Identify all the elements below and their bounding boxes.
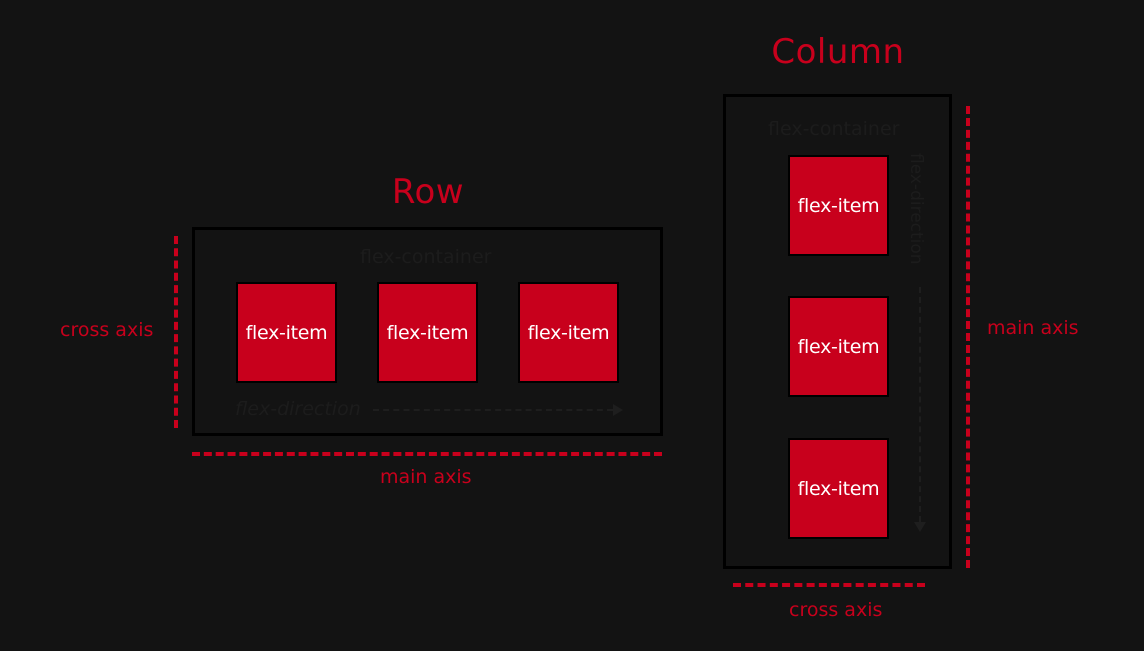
row-direction-label: flex-direction	[235, 398, 361, 420]
column-cross-axis-line	[733, 583, 925, 587]
column-flex-item-3: flex-item	[788, 438, 889, 539]
column-flex-item-1: flex-item	[788, 155, 889, 256]
column-direction-arrow	[919, 287, 921, 522]
row-flex-item-1: flex-item	[236, 282, 337, 383]
row-title: Row	[391, 172, 465, 212]
row-main-axis-label: main axis	[380, 466, 472, 488]
row-flex-item-2: flex-item	[377, 282, 478, 383]
row-cross-axis-label: cross axis	[60, 319, 154, 341]
column-flex-container: flex-container flex-item flex-item flex-…	[723, 94, 952, 569]
column-main-axis-line	[966, 106, 970, 568]
row-direction-arrowhead-icon	[613, 404, 623, 416]
row-flex-container: flex-container flex-item flex-item flex-…	[192, 227, 663, 436]
row-main-axis-line	[192, 452, 662, 456]
column-cross-axis-label: cross axis	[789, 599, 883, 621]
column-title: Column	[771, 32, 905, 72]
row-cross-axis-line	[174, 236, 178, 428]
row-flex-item-3: flex-item	[518, 282, 619, 383]
column-direction-label: flex-direction	[906, 153, 926, 265]
column-flex-item-2: flex-item	[788, 296, 889, 397]
row-container-label: flex-container	[360, 246, 492, 268]
column-container-label: flex-container	[768, 118, 900, 140]
column-direction-arrowhead-icon	[914, 522, 926, 532]
row-direction-arrow	[373, 409, 613, 411]
column-main-axis-label: main axis	[987, 317, 1079, 339]
